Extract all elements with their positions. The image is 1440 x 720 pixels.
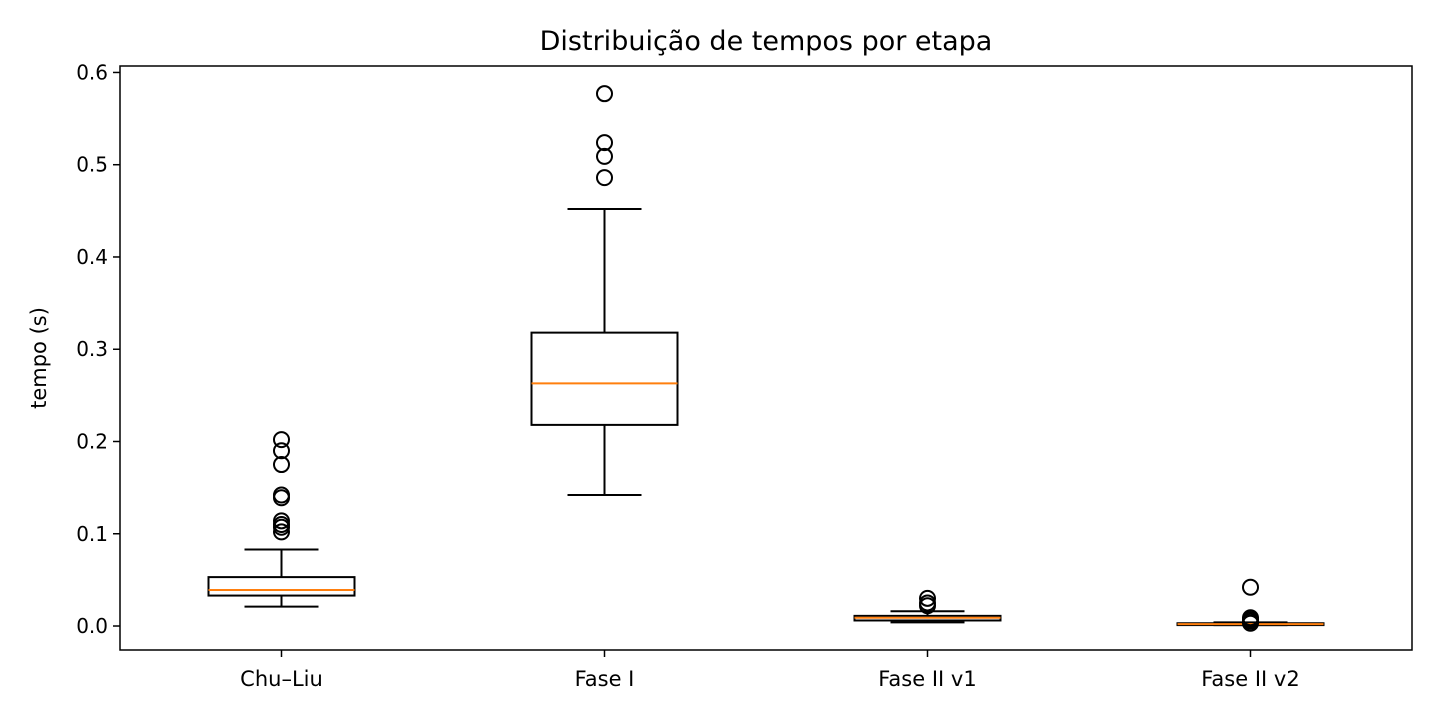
chart-title: Distribuição de tempos por etapa	[540, 26, 993, 57]
outlier-point	[273, 512, 290, 530]
y-tick-label: 0.2	[76, 429, 108, 453]
x-tick-label: Fase II v1	[878, 667, 976, 691]
y-tick-label: 0.0	[76, 614, 108, 638]
outlier-point	[273, 486, 290, 504]
outlier-point	[919, 594, 936, 612]
outlier-point	[1242, 578, 1259, 596]
x-tick-label: Fase I	[575, 667, 635, 691]
y-tick-label: 0.1	[76, 522, 108, 546]
y-axis-label: tempo (s)	[27, 307, 51, 409]
y-tick-label: 0.3	[76, 337, 108, 361]
outlier-point	[1242, 609, 1259, 627]
y-tick-label: 0.6	[76, 60, 108, 84]
plot-frame	[119, 65, 1413, 651]
outlier-point	[596, 85, 613, 103]
outlier-point	[273, 523, 290, 541]
outlier-point	[273, 442, 290, 460]
x-tick-label: Chu–Liu	[240, 667, 323, 691]
outlier-point	[919, 589, 936, 607]
x-tick-label: Fase II v2	[1201, 667, 1299, 691]
y-tick-label: 0.4	[76, 245, 108, 269]
outlier-point	[273, 456, 290, 474]
box	[207, 576, 356, 597]
y-tick-label: 0.5	[76, 153, 108, 177]
box	[530, 331, 679, 426]
outlier-point	[596, 169, 613, 187]
outlier-point	[596, 147, 613, 165]
outlier-point	[273, 431, 290, 449]
outlier-point	[596, 134, 613, 152]
plot-area: 0.0 0.1 0.2 0.3 0.4 0.5 0.6 Chu–Liu Fase I Fase I…	[76, 60, 1325, 691]
